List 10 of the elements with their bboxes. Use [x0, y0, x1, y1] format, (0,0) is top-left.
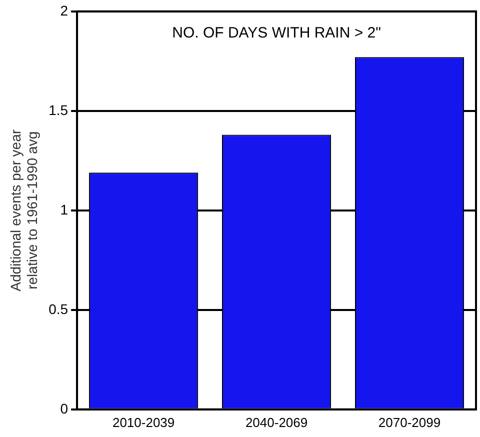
x-tick-label: 2040-2069: [245, 414, 308, 430]
y-tick-label: 1: [60, 201, 68, 218]
y-axis-title: Additional events per year relative to 1961-1990 avg: [7, 129, 40, 292]
y-tick-label: 0.5: [48, 300, 68, 317]
x-tick-label: 2070-2099: [378, 414, 441, 430]
y-tick-label: 1.5: [48, 102, 68, 118]
text: NO. OF DAYS WITH RAIN > 2": [172, 24, 381, 42]
y-tick-label: 2: [60, 2, 68, 18]
x-tick-label: 2010-2039: [112, 414, 175, 430]
y-tick-label: 0: [60, 400, 68, 416]
